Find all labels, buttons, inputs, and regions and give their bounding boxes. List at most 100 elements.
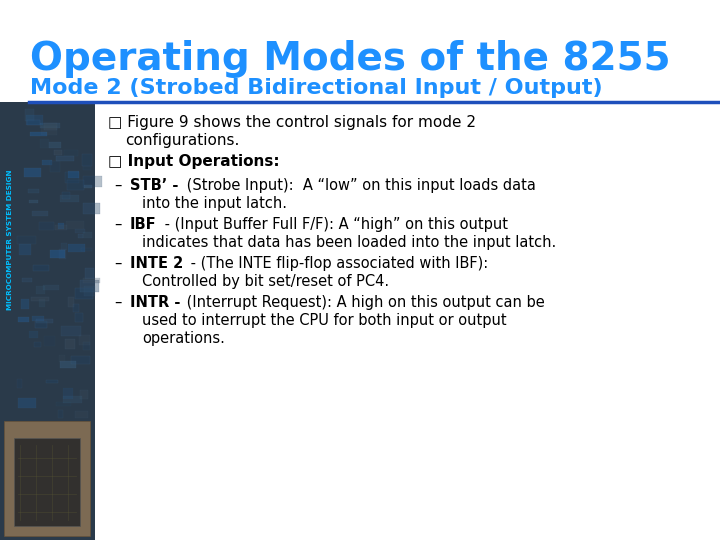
- Bar: [61, 326, 81, 336]
- Bar: [73, 304, 79, 312]
- Bar: [78, 335, 90, 345]
- Bar: [63, 388, 73, 399]
- Bar: [32, 316, 44, 321]
- Bar: [75, 288, 94, 299]
- Bar: [40, 123, 60, 129]
- Text: Controlled by bit set/reset of PC4.: Controlled by bit set/reset of PC4.: [142, 274, 389, 289]
- Bar: [59, 249, 66, 259]
- Bar: [19, 244, 31, 255]
- Bar: [29, 200, 38, 203]
- Bar: [54, 150, 62, 155]
- Bar: [71, 356, 90, 364]
- Text: IBF: IBF: [130, 217, 157, 232]
- Bar: [67, 180, 84, 190]
- Bar: [30, 296, 49, 301]
- Bar: [83, 203, 100, 214]
- Bar: [84, 286, 95, 296]
- Text: (Strobe Input):  A “low” on this input loads data: (Strobe Input): A “low” on this input lo…: [182, 178, 536, 193]
- Bar: [50, 161, 60, 172]
- Bar: [58, 223, 64, 230]
- Bar: [84, 342, 89, 350]
- Bar: [59, 355, 65, 362]
- Bar: [17, 379, 22, 388]
- Bar: [4, 421, 90, 536]
- Text: –: –: [114, 256, 122, 271]
- Bar: [26, 114, 43, 125]
- Bar: [30, 332, 37, 338]
- Bar: [65, 339, 75, 349]
- Bar: [45, 336, 55, 346]
- Bar: [80, 280, 99, 292]
- Bar: [68, 297, 74, 307]
- Bar: [50, 249, 66, 258]
- Bar: [68, 244, 85, 252]
- Text: operations.: operations.: [142, 331, 225, 346]
- Bar: [63, 396, 82, 402]
- Bar: [60, 194, 79, 202]
- Bar: [78, 234, 83, 238]
- Text: indicates that data has been loaded into the input latch.: indicates that data has been loaded into…: [142, 235, 557, 250]
- Text: □ Input Operations:: □ Input Operations:: [108, 154, 279, 169]
- Bar: [42, 160, 52, 165]
- Bar: [36, 286, 45, 294]
- Bar: [49, 142, 60, 148]
- Bar: [61, 243, 68, 249]
- Text: STB’ -: STB’ -: [130, 178, 179, 193]
- Bar: [36, 319, 53, 323]
- Bar: [35, 321, 47, 328]
- Bar: [83, 177, 102, 187]
- Bar: [18, 399, 36, 408]
- Text: (Interrupt Request): A high on this output can be: (Interrupt Request): A high on this outp…: [182, 295, 545, 310]
- Bar: [83, 232, 91, 238]
- Bar: [76, 230, 86, 233]
- Bar: [34, 342, 41, 347]
- Bar: [66, 221, 84, 229]
- Bar: [81, 248, 91, 251]
- Bar: [28, 188, 39, 193]
- Bar: [14, 438, 80, 526]
- Bar: [82, 154, 92, 166]
- Bar: [55, 225, 67, 231]
- Text: configurations.: configurations.: [125, 133, 239, 148]
- Bar: [43, 285, 59, 290]
- Bar: [63, 192, 71, 199]
- Bar: [39, 299, 45, 307]
- Bar: [75, 313, 84, 322]
- Bar: [30, 132, 47, 136]
- Bar: [56, 402, 71, 406]
- Bar: [32, 211, 48, 216]
- Bar: [58, 410, 63, 418]
- Text: –: –: [114, 217, 122, 232]
- Bar: [46, 380, 58, 383]
- Bar: [80, 390, 89, 399]
- Bar: [17, 236, 36, 244]
- Bar: [24, 168, 41, 177]
- Bar: [44, 123, 58, 130]
- Bar: [25, 109, 35, 120]
- Text: –: –: [114, 178, 122, 193]
- Bar: [63, 150, 78, 156]
- Bar: [39, 222, 55, 230]
- Text: –: –: [114, 295, 122, 310]
- Bar: [68, 171, 78, 178]
- Bar: [65, 172, 79, 183]
- Text: MICROCOMPUTER SYSTEM DESIGN: MICROCOMPUTER SYSTEM DESIGN: [7, 170, 13, 310]
- Bar: [21, 299, 30, 309]
- Bar: [76, 411, 88, 418]
- Bar: [33, 265, 49, 271]
- Bar: [85, 268, 94, 279]
- Bar: [60, 361, 76, 368]
- Bar: [41, 126, 57, 135]
- Bar: [83, 166, 91, 170]
- Text: - (The INTE flip-flop associated with IBF):: - (The INTE flip-flop associated with IB…: [186, 256, 488, 271]
- Text: - (Input Buffer Full F/F): A “high” on this output: - (Input Buffer Full F/F): A “high” on t…: [160, 217, 508, 232]
- Bar: [0, 102, 95, 540]
- Bar: [40, 139, 49, 148]
- Text: INTR -: INTR -: [130, 295, 181, 310]
- Text: Operating Modes of the 8255: Operating Modes of the 8255: [30, 40, 670, 78]
- Bar: [27, 120, 40, 125]
- Text: into the input latch.: into the input latch.: [142, 196, 287, 211]
- Bar: [18, 317, 29, 322]
- Text: INTE 2: INTE 2: [130, 256, 184, 271]
- Text: used to interrupt the CPU for both input or output: used to interrupt the CPU for both input…: [142, 313, 507, 328]
